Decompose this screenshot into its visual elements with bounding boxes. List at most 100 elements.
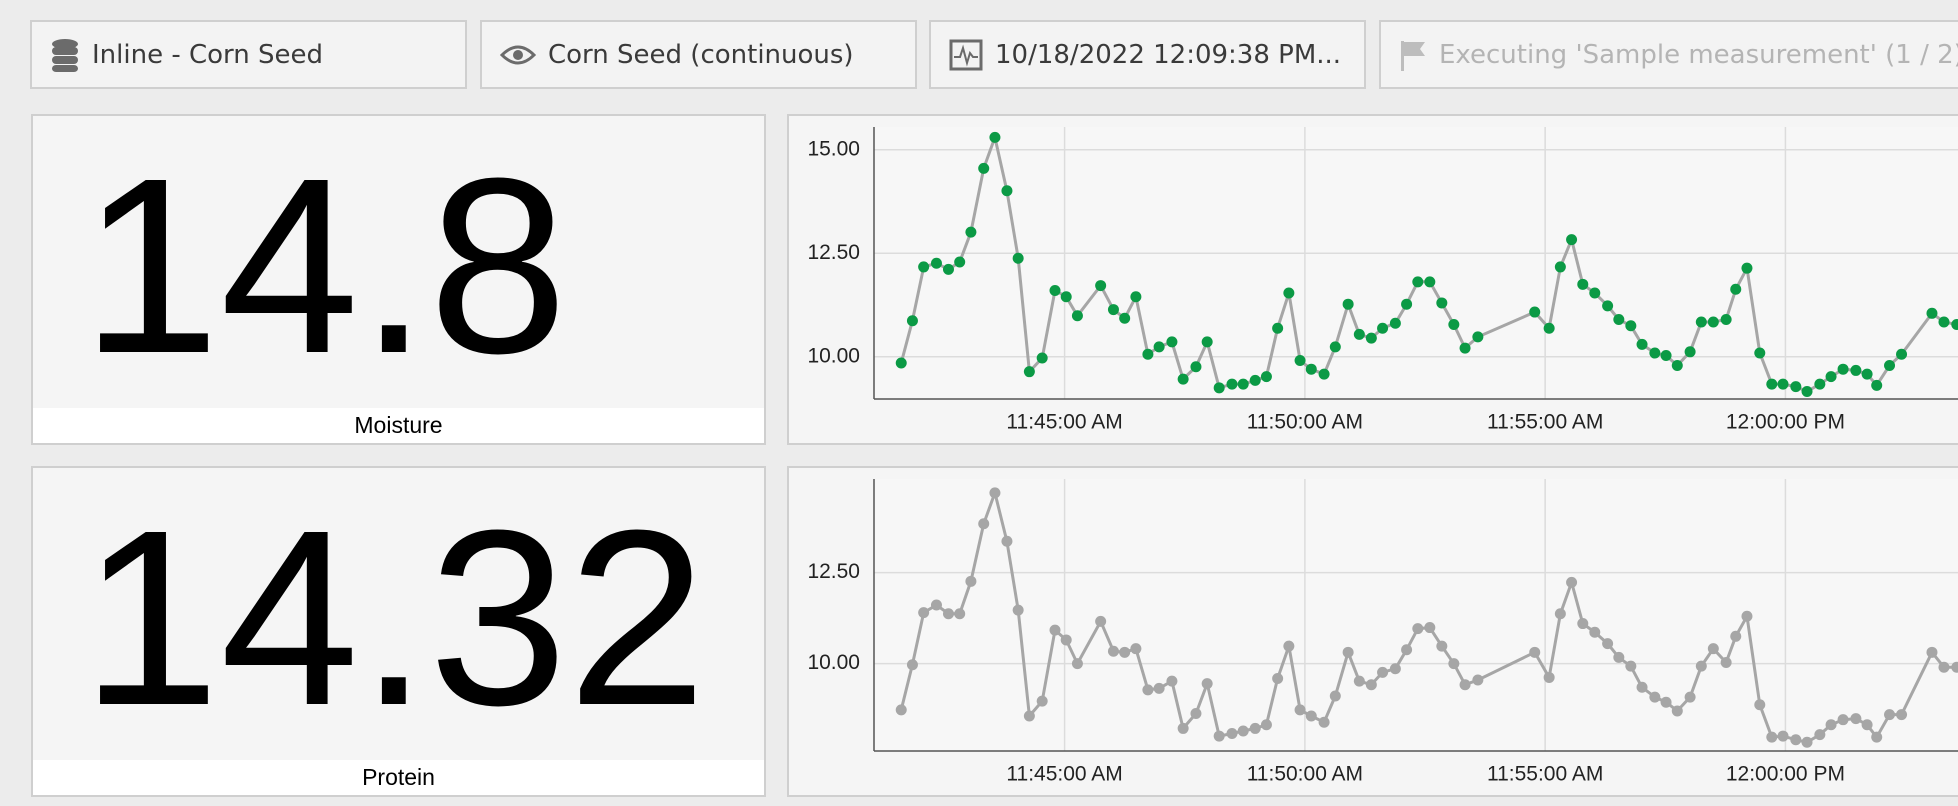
data-point [1023, 366, 1035, 378]
data-point [1329, 690, 1341, 702]
data-point [1938, 661, 1950, 673]
time-button[interactable]: 10/18/2022 12:09:38 PM... [929, 20, 1366, 89]
data-point [1695, 316, 1707, 328]
data-point [1707, 643, 1719, 655]
data-point [1237, 378, 1249, 390]
data-point [1095, 280, 1107, 292]
data-point [1412, 623, 1424, 635]
data-point [1272, 673, 1284, 685]
data-point [1071, 310, 1083, 322]
x-tick-label: 11:55:00 AM [1487, 411, 1603, 434]
data-point [1636, 338, 1648, 350]
data-point [1602, 638, 1614, 650]
y-tick-label: 12.50 [807, 241, 860, 264]
x-tick-label: 12:00:00 PM [1726, 763, 1845, 786]
data-point [1671, 359, 1683, 371]
data-point [942, 263, 954, 275]
data-point [1424, 276, 1436, 288]
data-point [1436, 640, 1448, 652]
data-point [1720, 314, 1732, 326]
data-point [1938, 316, 1950, 328]
data-point [1671, 705, 1683, 717]
data-point [1305, 363, 1317, 375]
data-point [1636, 681, 1648, 693]
data-point [1660, 350, 1672, 362]
data-point [1896, 709, 1908, 721]
data-point [1190, 361, 1202, 373]
data-point [1529, 306, 1541, 318]
button-label: 10/18/2022 12:09:38 PM... [995, 39, 1342, 70]
data-point [1766, 731, 1778, 743]
button-label: Inline - Corn Seed [92, 39, 324, 70]
data-point [1448, 318, 1460, 330]
data-point [1283, 640, 1295, 652]
data-point [978, 162, 990, 174]
data-point [1107, 304, 1119, 316]
data-point [1283, 287, 1295, 299]
source-button[interactable]: Inline - Corn Seed [30, 20, 467, 89]
data-point [930, 599, 942, 611]
view-button[interactable]: Corn Seed (continuous) [480, 20, 917, 89]
data-point [918, 607, 930, 619]
x-tick-label: 11:50:00 AM [1247, 763, 1363, 786]
data-point [1190, 707, 1202, 719]
tile-label: Moisture [33, 408, 764, 443]
data-point [895, 704, 907, 716]
status-button[interactable]: Executing 'Sample measurement' (1 / 2) [1379, 20, 1958, 89]
y-tick-label: 15.00 [807, 137, 860, 160]
data-point [1213, 382, 1225, 394]
data-point [1837, 714, 1849, 726]
y-tick-label: 10.00 [807, 344, 860, 367]
eye-icon [500, 45, 536, 64]
chart: 10.00 12.50 11:45:00 AM 11:50:00 AM 11:55:00… [807, 479, 1958, 786]
x-tick-label: 11:45:00 AM [1006, 411, 1122, 434]
data-point [1741, 262, 1753, 274]
data-point [1825, 719, 1837, 731]
data-point [1951, 318, 1958, 330]
data-point [1049, 624, 1061, 636]
data-point [1790, 734, 1802, 746]
data-point [1730, 283, 1742, 295]
data-point [906, 315, 918, 327]
data-point [1459, 342, 1471, 354]
data-point [1294, 704, 1306, 716]
x-tick-label: 11:50:00 AM [1247, 411, 1363, 434]
data-point [1119, 646, 1131, 658]
data-point [1305, 710, 1317, 722]
data-point [1001, 185, 1013, 197]
data-point [1177, 373, 1189, 385]
database-icon [52, 38, 78, 72]
flag-icon [1401, 40, 1425, 71]
data-point [1684, 346, 1696, 358]
data-point [942, 608, 954, 620]
data-point [954, 608, 966, 620]
data-point [1260, 719, 1272, 731]
data-point [1613, 651, 1625, 663]
data-point [1272, 322, 1284, 334]
data-point [1741, 610, 1753, 622]
tile-value: 14.32 [81, 478, 707, 757]
data-point [965, 575, 977, 587]
data-point [1249, 722, 1261, 734]
data-point [1695, 660, 1707, 672]
data-point [1377, 322, 1389, 334]
data-point [965, 226, 977, 238]
data-point [1237, 725, 1249, 737]
data-point [1951, 661, 1958, 673]
data-point [1166, 675, 1178, 687]
data-point [1012, 604, 1024, 616]
data-point [1649, 347, 1661, 359]
data-point [1249, 374, 1261, 386]
data-point [954, 256, 966, 268]
data-point [1472, 674, 1484, 686]
data-point [1814, 729, 1826, 741]
data-point [1801, 736, 1813, 748]
data-point [1023, 710, 1035, 722]
data-point [1294, 354, 1306, 366]
x-tick-label: 12:00:00 PM [1726, 411, 1845, 434]
data-point [1850, 364, 1862, 376]
y-tick-label: 10.00 [807, 651, 860, 674]
data-point [1814, 378, 1826, 390]
data-point [1554, 261, 1566, 273]
